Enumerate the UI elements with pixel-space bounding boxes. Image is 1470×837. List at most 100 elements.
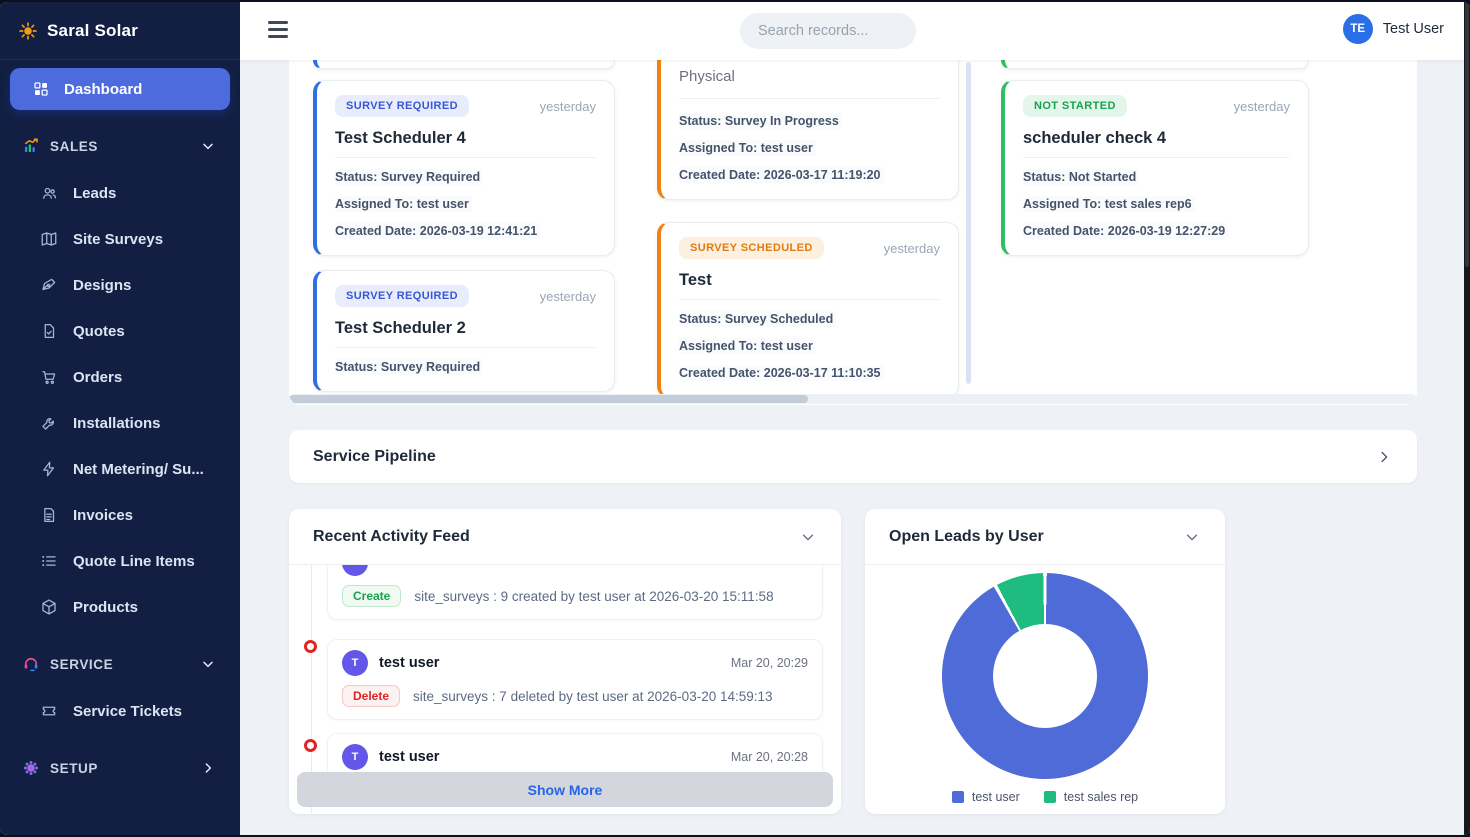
column-scrollbar[interactable] (966, 62, 971, 384)
kanban-card[interactable]: SURVEY REQUIRED yesterday Test Scheduler… (313, 270, 615, 392)
sidebar-item-quote-line-items[interactable]: Quote Line Items (0, 538, 240, 584)
kanban-card[interactable]: NOT STARTED yesterday scheduler check 4 … (1001, 80, 1309, 256)
sidebar-item-label: Net Metering/ Su... (73, 460, 204, 478)
section-label: SALES (50, 138, 99, 154)
document-check-icon (40, 322, 58, 340)
sidebar-item-dashboard[interactable]: Dashboard (10, 68, 230, 110)
board-hscrollbar-thumb[interactable] (289, 395, 808, 403)
kanban-column: NOT STARTED yesterday scheduler check 4 … (1001, 60, 1309, 256)
timeline-marker (304, 739, 317, 752)
list-icon (40, 552, 58, 570)
user-name: Test User (1382, 21, 1444, 37)
kanban-board: SURVEY REQUIRED yesterday Test Scheduler… (289, 60, 1417, 405)
status-badge: NOT STARTED (1023, 95, 1127, 117)
section-label: SETUP (50, 760, 99, 776)
status-badge: SURVEY SCHEDULED (679, 237, 824, 259)
activity-user: test user (379, 749, 440, 765)
sidebar-section-setup[interactable]: SETUP (0, 744, 240, 792)
legend-entry: test user (951, 790, 1020, 804)
kanban-column: Physical Status: Survey In Progress Assi… (657, 60, 959, 398)
timeline-line (311, 565, 312, 813)
divider (1023, 157, 1290, 158)
section-title: Service Pipeline (313, 447, 436, 465)
board-hscrollbar-track (289, 394, 1417, 404)
sidebar-item-label: Designs (73, 276, 132, 294)
sidebar-item-label: Site Surveys (73, 230, 164, 248)
sun-icon (18, 21, 38, 41)
divider (679, 98, 940, 99)
action-badge: Create (342, 585, 402, 607)
activity-item[interactable]: Create site_surveys : 9 created by test … (327, 565, 823, 620)
topbar: TE Test User (240, 2, 1464, 60)
activity-time: Mar 20, 20:29 (730, 656, 808, 670)
dashboard-grid-icon (32, 80, 50, 98)
ticket-icon (40, 702, 58, 720)
card-title: Test (679, 271, 712, 289)
card-field: Assigned To: test sales rep6 (1023, 196, 1195, 212)
window-scrollbar-thumb[interactable] (1465, 2, 1469, 267)
card-field: Created Date: 2026-03-17 11:19:20 (679, 167, 884, 183)
card-title: Physical (679, 68, 735, 85)
sidebar-item-label: Service Tickets (73, 702, 182, 720)
sidebar-item-service-tickets[interactable]: Service Tickets (0, 688, 240, 734)
panel-header: Recent Activity Feed (289, 509, 841, 565)
partial-card (1001, 60, 1309, 69)
user-menu[interactable]: TE Test User (1342, 14, 1444, 44)
donut-hole (993, 624, 1097, 728)
activity-message: site_surveys : 9 created by test user at… (414, 588, 774, 604)
divider (335, 157, 596, 158)
sidebar-item-installations[interactable]: Installations (0, 400, 240, 446)
panel-title: Open Leads by User (889, 527, 1044, 545)
sidebar-section-service[interactable]: SERVICE (0, 640, 240, 688)
sidebar-item-quotes[interactable]: Quotes (0, 308, 240, 354)
partial-card (313, 60, 615, 69)
sidebar-item-label: Quotes (73, 322, 125, 340)
sidebar-item-designs[interactable]: Designs (0, 262, 240, 308)
divider (679, 299, 940, 300)
sidebar-item-label: Installations (73, 414, 161, 432)
kanban-card[interactable]: Physical Status: Survey In Progress Assi… (657, 60, 959, 200)
bolt-icon (40, 460, 58, 478)
wrench-icon (40, 414, 58, 432)
sidebar-item-invoices[interactable]: Invoices (0, 492, 240, 538)
cube-icon (40, 598, 58, 616)
chevron-down-icon[interactable] (799, 528, 817, 546)
legend-label: test sales rep (1063, 790, 1139, 804)
headset-icon (22, 655, 40, 673)
show-more-button[interactable]: Show More (297, 772, 833, 807)
chevron-down-icon[interactable] (1183, 528, 1201, 546)
activity-user: test user (379, 655, 440, 671)
sidebar-section-sales[interactable]: SALES (0, 122, 240, 170)
card-title: Test Scheduler 4 (335, 129, 466, 147)
cart-icon (40, 368, 58, 386)
avatar: T (342, 650, 368, 676)
chevron-down-icon (200, 138, 216, 154)
service-pipeline-row[interactable]: Service Pipeline (289, 430, 1417, 483)
kanban-card[interactable]: SURVEY REQUIRED yesterday Test Scheduler… (313, 80, 615, 256)
card-field: Assigned To: test user (335, 196, 472, 212)
invoice-icon (40, 506, 58, 524)
activity-time: Mar 20, 20:28 (730, 750, 808, 764)
search-input[interactable] (740, 13, 916, 49)
sidebar-item-site-surveys[interactable]: Site Surveys (0, 216, 240, 262)
sidebar-item-products[interactable]: Products (0, 584, 240, 630)
activity-item[interactable]: T test user Mar 20, 20:29 Delete site_su… (327, 639, 823, 720)
avatar (342, 565, 368, 576)
legend-swatch (951, 791, 964, 803)
kanban-card[interactable]: SURVEY SCHEDULED yesterday Test Status: … (657, 222, 959, 398)
sidebar-item-leads[interactable]: Leads (0, 170, 240, 216)
sidebar-item-orders[interactable]: Orders (0, 354, 240, 400)
users-icon (40, 184, 58, 202)
map-icon (40, 230, 58, 248)
activity-list: Create site_surveys : 9 created by test … (289, 565, 841, 813)
menu-toggle-icon[interactable] (268, 21, 288, 41)
sidebar-item-label: Leads (73, 184, 117, 202)
status-badge: SURVEY REQUIRED (335, 95, 469, 117)
sidebar-item-net-metering[interactable]: Net Metering/ Su... (0, 446, 240, 492)
window-scrollbar[interactable] (1464, 2, 1470, 835)
card-time: yesterday (883, 240, 940, 256)
chevron-right-icon[interactable] (1375, 448, 1393, 466)
sidebar: Saral Solar Dashboard SALES Leads Site S… (0, 2, 240, 835)
card-field: Assigned To: test user (679, 140, 816, 156)
